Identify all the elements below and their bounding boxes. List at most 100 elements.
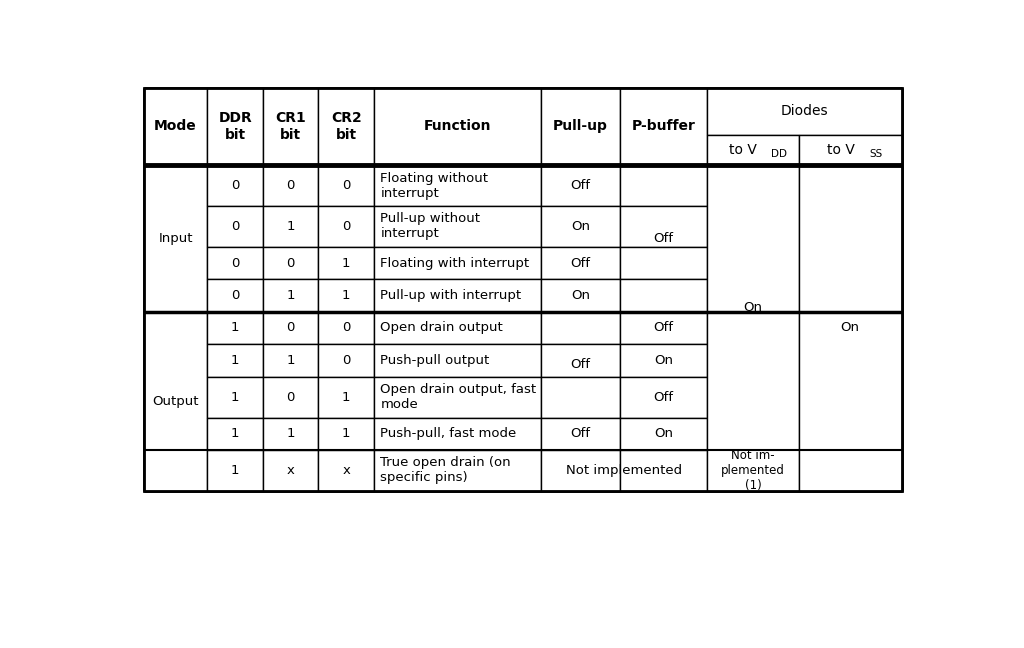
Polygon shape: [541, 87, 620, 165]
Text: SS: SS: [869, 148, 883, 159]
Text: On: On: [841, 321, 860, 334]
Text: On: On: [654, 354, 673, 367]
Polygon shape: [318, 279, 374, 312]
Polygon shape: [799, 165, 902, 491]
Text: On: On: [570, 220, 590, 233]
Text: Not implemented: Not implemented: [566, 464, 682, 477]
Text: Output: Output: [153, 395, 199, 408]
Polygon shape: [263, 247, 318, 279]
Text: Off: Off: [653, 232, 674, 245]
Polygon shape: [207, 247, 263, 279]
Text: True open drain (on
specific pins): True open drain (on specific pins): [380, 456, 511, 485]
Text: 0: 0: [287, 257, 295, 270]
Polygon shape: [207, 417, 263, 450]
Polygon shape: [207, 376, 263, 417]
Polygon shape: [541, 206, 620, 247]
Polygon shape: [708, 87, 902, 135]
Polygon shape: [374, 247, 541, 279]
Polygon shape: [263, 376, 318, 417]
Text: Off: Off: [570, 257, 591, 270]
Text: 0: 0: [231, 257, 240, 270]
Text: 0: 0: [342, 321, 350, 334]
Polygon shape: [263, 312, 318, 344]
Polygon shape: [318, 87, 374, 165]
Polygon shape: [541, 165, 620, 206]
Text: Off: Off: [570, 179, 591, 192]
Polygon shape: [620, 344, 708, 376]
Text: Pull-up: Pull-up: [553, 119, 608, 133]
Polygon shape: [374, 450, 541, 491]
Polygon shape: [143, 312, 207, 491]
Polygon shape: [263, 87, 318, 165]
Text: to V: to V: [826, 143, 855, 157]
Polygon shape: [620, 87, 708, 165]
Polygon shape: [374, 87, 541, 165]
Polygon shape: [541, 279, 620, 312]
Text: Open drain output, fast
mode: Open drain output, fast mode: [380, 383, 537, 411]
Polygon shape: [620, 165, 708, 206]
Text: 1: 1: [342, 257, 350, 270]
Text: x: x: [287, 464, 295, 477]
Polygon shape: [143, 87, 902, 491]
Polygon shape: [620, 247, 708, 279]
Text: 0: 0: [287, 179, 295, 192]
Text: 1: 1: [230, 427, 240, 440]
Text: Function: Function: [424, 119, 492, 133]
Polygon shape: [263, 279, 318, 312]
Text: DD: DD: [771, 148, 787, 159]
Polygon shape: [318, 417, 374, 450]
Text: x: x: [342, 464, 350, 477]
Text: On: On: [570, 289, 590, 302]
Polygon shape: [374, 376, 541, 417]
Polygon shape: [541, 376, 620, 417]
Text: Floating with interrupt: Floating with interrupt: [380, 257, 529, 270]
Text: 0: 0: [231, 289, 240, 302]
Text: Push-pull output: Push-pull output: [380, 354, 489, 367]
Text: 0: 0: [231, 220, 240, 233]
Text: 0: 0: [342, 220, 350, 233]
Text: 1: 1: [287, 354, 295, 367]
Polygon shape: [541, 247, 620, 279]
Polygon shape: [207, 165, 263, 206]
Polygon shape: [374, 312, 541, 344]
Polygon shape: [318, 450, 374, 491]
Polygon shape: [374, 206, 541, 247]
Text: Mode: Mode: [155, 119, 197, 133]
Text: Diodes: Diodes: [780, 104, 828, 119]
Text: Not im-
plemented
(1): Not im- plemented (1): [721, 449, 785, 492]
Polygon shape: [620, 450, 708, 491]
Polygon shape: [541, 450, 620, 491]
Text: Off: Off: [570, 358, 591, 371]
Text: CR2
bit: CR2 bit: [331, 111, 361, 141]
Polygon shape: [143, 165, 207, 312]
Text: CR1
bit: CR1 bit: [275, 111, 306, 141]
Polygon shape: [263, 165, 318, 206]
Text: 1: 1: [342, 427, 350, 440]
Polygon shape: [263, 417, 318, 450]
Polygon shape: [541, 417, 620, 450]
Text: 1: 1: [342, 289, 350, 302]
Polygon shape: [620, 279, 708, 312]
Polygon shape: [207, 312, 263, 344]
Text: 0: 0: [342, 179, 350, 192]
Polygon shape: [620, 312, 708, 344]
Text: 1: 1: [287, 427, 295, 440]
Polygon shape: [207, 450, 263, 491]
Text: 1: 1: [230, 464, 240, 477]
Text: Pull-up without
interrupt: Pull-up without interrupt: [380, 213, 480, 240]
Polygon shape: [318, 206, 374, 247]
Polygon shape: [318, 165, 374, 206]
Polygon shape: [541, 312, 620, 344]
Polygon shape: [620, 417, 708, 450]
Polygon shape: [207, 87, 263, 165]
Text: On: On: [743, 301, 763, 314]
Polygon shape: [263, 344, 318, 376]
Text: 0: 0: [287, 391, 295, 404]
Polygon shape: [620, 376, 708, 417]
Text: 1: 1: [287, 289, 295, 302]
Polygon shape: [207, 344, 263, 376]
Polygon shape: [318, 247, 374, 279]
Text: 1: 1: [342, 391, 350, 404]
Text: 0: 0: [342, 354, 350, 367]
Text: DDR
bit: DDR bit: [218, 111, 252, 141]
